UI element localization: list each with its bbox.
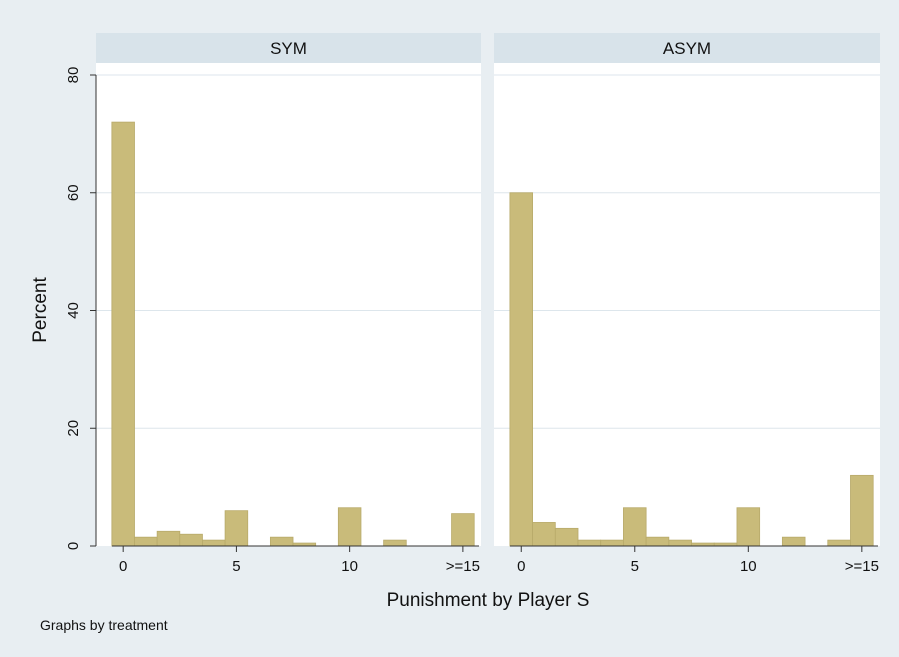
bar [134, 536, 158, 547]
bar [156, 530, 181, 547]
plot-area [494, 63, 880, 546]
panel-sym: SYM 0 5 10 >=15 [96, 33, 481, 575]
y-tick-label: 0 [65, 542, 82, 550]
x-tick-label: 0 [517, 558, 525, 575]
bar [554, 527, 579, 547]
bar [224, 510, 249, 547]
bar [736, 507, 761, 547]
graphs-by-note: Graphs by treatment [40, 617, 168, 633]
bar [383, 539, 407, 547]
bar [781, 536, 806, 547]
y-axis-title: Percent [30, 277, 51, 343]
x-tick-label: 0 [119, 558, 127, 575]
bar [645, 536, 670, 547]
panel-title: SYM [270, 39, 307, 58]
bar [827, 539, 851, 547]
y-axis: 0 20 40 60 80 [65, 67, 97, 550]
bar [600, 539, 624, 547]
bar [269, 536, 294, 547]
bar [532, 522, 556, 547]
x-tick-label: >=15 [845, 558, 879, 575]
y-tick-label: 80 [65, 67, 82, 84]
bar [179, 533, 203, 547]
bar [577, 539, 602, 547]
panel-asym: ASYM 0 5 10 >=15 [494, 33, 880, 575]
panels: SYM 0 5 10 >=15 ASYM 0 5 10 >=15 [96, 33, 880, 575]
y-tick-label: 40 [65, 302, 82, 319]
x-tick-label: 10 [740, 558, 757, 575]
bar [451, 513, 475, 547]
x-tick-label: 5 [631, 558, 639, 575]
bar [623, 507, 647, 547]
bar [111, 121, 135, 547]
x-tick-label: 10 [341, 558, 358, 575]
bar [202, 539, 226, 547]
panel-title: ASYM [663, 39, 711, 58]
y-tick-label: 60 [65, 184, 82, 201]
bar [668, 539, 692, 547]
bar [509, 192, 533, 547]
panel-strip [96, 33, 481, 63]
bar [337, 507, 362, 547]
x-tick-label: >=15 [446, 558, 480, 575]
bar [850, 474, 874, 547]
y-tick-label: 20 [65, 420, 82, 437]
x-axis-title: Punishment by Player S [387, 590, 590, 611]
x-tick-label: 5 [232, 558, 240, 575]
panel-strip [494, 33, 880, 63]
plot-area [96, 63, 481, 546]
